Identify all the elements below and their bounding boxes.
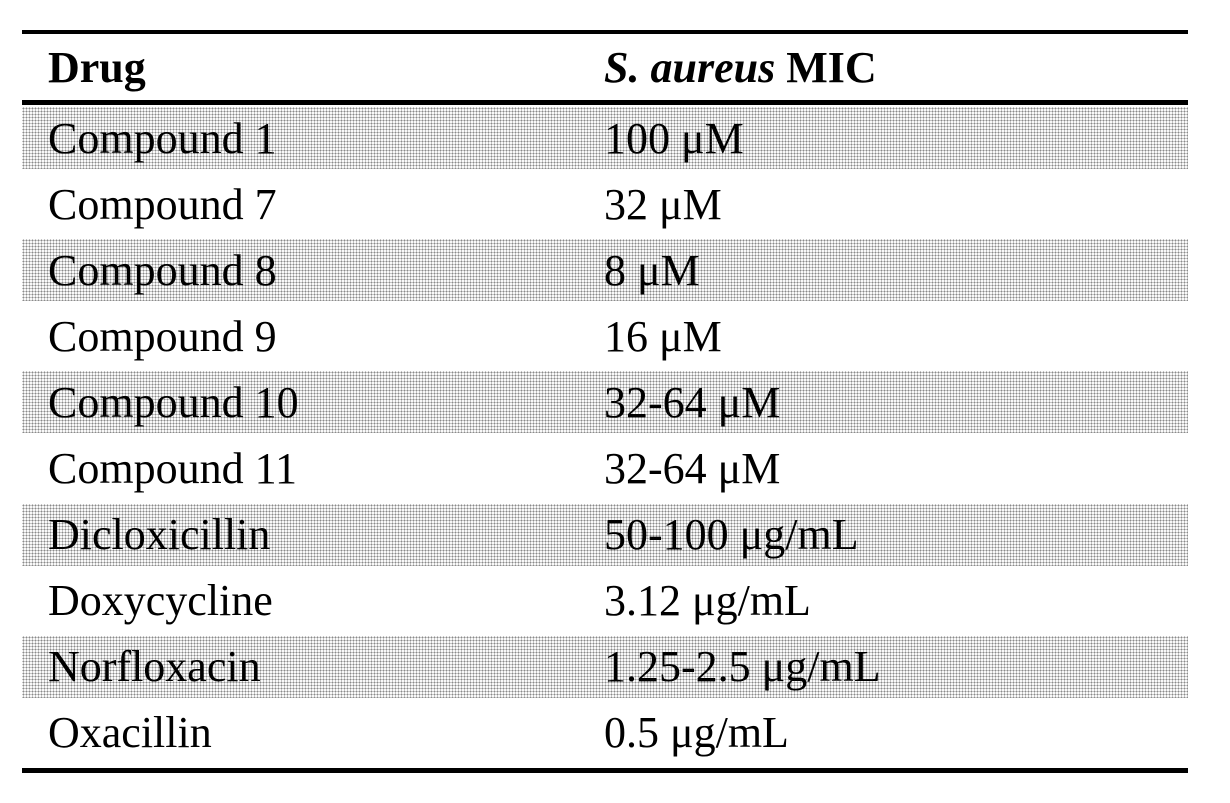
drug-cell: Compound 10 xyxy=(48,377,299,427)
drug-cell: Compound 9 xyxy=(48,311,277,361)
table-header-row: Drug S. aureus MIC xyxy=(22,34,1188,100)
drug-cell: Compound 1 xyxy=(48,113,277,163)
drug-cell: Doxycycline xyxy=(48,576,273,626)
mic-cell: 32-64 μM xyxy=(604,377,781,427)
drug-cell: Compound 7 xyxy=(48,179,277,229)
drug-cell: Compound 11 xyxy=(48,444,297,494)
table-row: Compound 8 8 μM xyxy=(22,239,1188,302)
header-drug: Drug xyxy=(48,42,146,92)
drug-cell: Oxacillin xyxy=(48,708,212,758)
table-row: Norfloxacin 1.25-2.5 μg/mL xyxy=(22,635,1188,698)
header-mic-label: MIC xyxy=(775,42,877,92)
mic-cell: 1.25-2.5 μg/mL xyxy=(604,642,881,692)
table-row: Compound 11 32-64 μM xyxy=(22,435,1188,501)
drug-cell: Dicloxicillin xyxy=(48,510,271,560)
drug-cell: Compound 8 xyxy=(48,245,277,295)
mic-cell: 16 μM xyxy=(604,311,722,361)
header-mic-organism: S. aureus xyxy=(604,42,776,92)
mic-cell: 8 μM xyxy=(604,245,700,295)
mic-cell: 50-100 μg/mL xyxy=(604,510,859,560)
table-row: Doxycycline 3.12 μg/mL xyxy=(22,568,1188,634)
mic-cell: 32-64 μM xyxy=(604,444,781,494)
table-row: Oxacillin 0.5 μg/mL xyxy=(22,700,1188,766)
mic-cell: 3.12 μg/mL xyxy=(604,576,811,626)
drug-cell: Norfloxacin xyxy=(48,642,261,692)
table-row: Compound 9 16 μM xyxy=(22,303,1188,369)
table-top-rule xyxy=(22,30,1188,34)
table-header-rule xyxy=(22,100,1188,105)
mic-cell: 0.5 μg/mL xyxy=(604,708,789,758)
table-row: Compound 1 100 μM xyxy=(22,107,1188,170)
header-mic: S. aureus MIC xyxy=(604,42,1188,93)
table-row: Compound 10 32-64 μM xyxy=(22,371,1188,434)
mic-table: Drug S. aureus MIC Compound 1 100 μM Com… xyxy=(22,30,1188,773)
mic-cell: 100 μM xyxy=(604,113,744,163)
table-row: Dicloxicillin 50-100 μg/mL xyxy=(22,503,1188,566)
mic-cell: 32 μM xyxy=(604,179,722,229)
table-bottom-rule xyxy=(22,767,1188,773)
table-row: Compound 7 32 μM xyxy=(22,171,1188,237)
